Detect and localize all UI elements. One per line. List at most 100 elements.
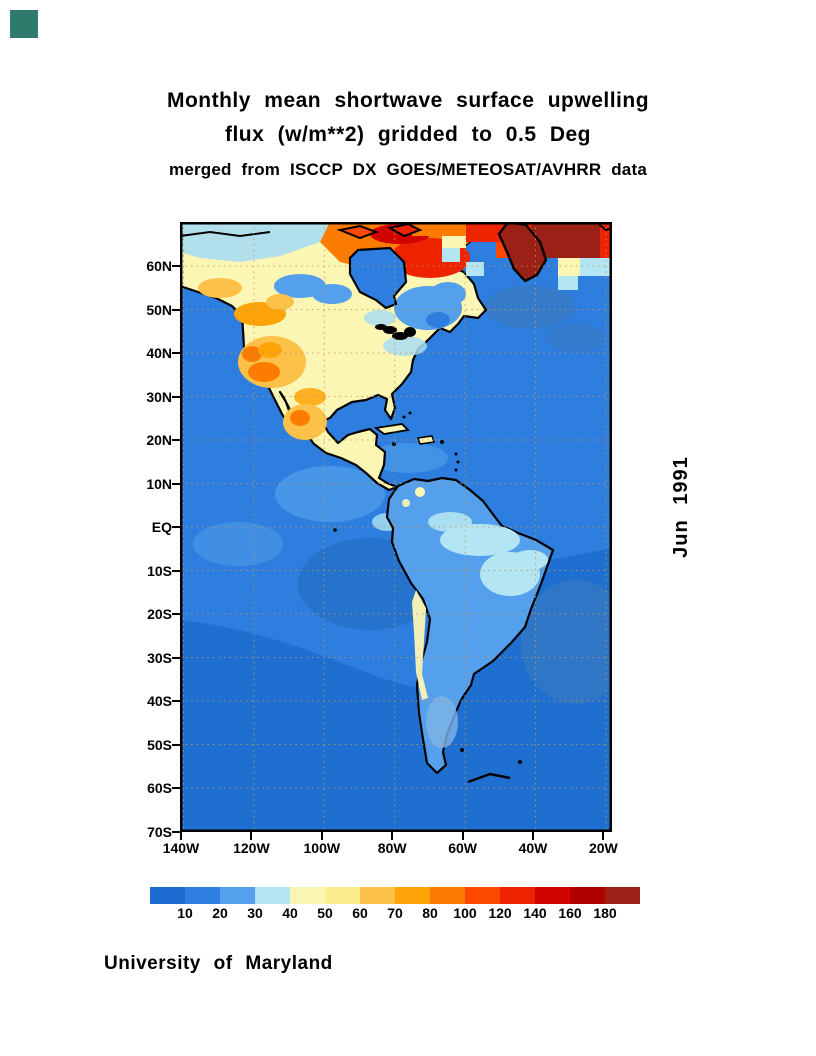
gridlines bbox=[180, 222, 612, 832]
amazon-cyan-1 bbox=[440, 524, 520, 556]
lat-tick-60S bbox=[172, 787, 180, 789]
colorbar-label-100: 100 bbox=[453, 905, 477, 921]
lat-tick-10S bbox=[172, 569, 180, 572]
lat-tick-50S bbox=[172, 743, 180, 746]
colorbar-label-80: 80 bbox=[422, 905, 438, 921]
colorbar-segment-7 bbox=[395, 887, 430, 904]
galapagos bbox=[333, 528, 337, 532]
colorbar-segment-1 bbox=[185, 887, 220, 904]
lat-tick-70S bbox=[172, 830, 180, 833]
hispaniola bbox=[417, 435, 435, 445]
lon-tick-80W bbox=[391, 832, 394, 840]
colorbar-label-70: 70 bbox=[387, 905, 403, 921]
colorbar-segment-0 bbox=[150, 887, 185, 904]
colorbar-segment-4 bbox=[290, 887, 325, 904]
colorbar-label-120: 120 bbox=[488, 905, 512, 921]
puerto-rico bbox=[440, 440, 444, 444]
alaska-north-coast bbox=[180, 230, 271, 238]
lat-label-10S: 10S bbox=[147, 562, 172, 579]
ocean-patch-tropic1 bbox=[275, 466, 385, 522]
colorbar-segment-11 bbox=[535, 887, 570, 904]
lat-label-EQ: EQ bbox=[151, 519, 172, 535]
lon-label-120W: 120W bbox=[233, 840, 270, 856]
greenland-landmass bbox=[497, 222, 548, 283]
map-plot bbox=[180, 222, 612, 832]
great-lake-2 bbox=[392, 332, 408, 340]
lon-label-100W: 100W bbox=[303, 840, 341, 856]
lat-label-30N: 30N bbox=[146, 388, 172, 405]
figure-subtitle: merged from ISCCP DX GOES/METEOSAT/AVHRR… bbox=[169, 160, 647, 179]
colorbar-label-140: 140 bbox=[523, 905, 547, 921]
great-lake-3 bbox=[404, 327, 416, 337]
great-basin-orange bbox=[242, 346, 262, 362]
colorbar-segment-10 bbox=[500, 887, 535, 904]
alaska-orange-patch bbox=[198, 278, 242, 298]
lon-tick-20W bbox=[602, 832, 605, 840]
antilles-1 bbox=[454, 452, 458, 456]
falklands bbox=[460, 748, 464, 752]
arctic-cell-1 bbox=[412, 222, 466, 236]
lat-tick-30N bbox=[172, 395, 180, 398]
colorbar-segment-5 bbox=[325, 887, 360, 904]
lat-label-40N: 40N bbox=[146, 345, 172, 361]
colorbar-label-60: 60 bbox=[352, 905, 368, 921]
southwest-orange-core bbox=[248, 362, 280, 382]
quebec-south-blue bbox=[426, 312, 450, 328]
colombia-cream bbox=[402, 499, 410, 507]
colorbar-label-10: 10 bbox=[177, 905, 193, 921]
lat-label-60N: 60N bbox=[146, 258, 172, 274]
south-georgia bbox=[518, 760, 522, 764]
lat-tick-20S bbox=[172, 613, 180, 615]
antarctic-peninsula-coast bbox=[467, 772, 511, 784]
lat-tick-40N bbox=[172, 352, 180, 354]
colorbar-segment-9 bbox=[465, 887, 500, 904]
lat-label-20S: 20S bbox=[147, 606, 172, 622]
greenland-cell-block bbox=[532, 222, 612, 258]
mexico-orange-core bbox=[290, 410, 310, 426]
lat-label-50N: 50N bbox=[146, 301, 172, 318]
patagonia-light bbox=[426, 696, 458, 748]
colorbar-label-50: 50 bbox=[317, 905, 333, 921]
south-america-landmass bbox=[385, 476, 555, 775]
colorbar-segment-13 bbox=[605, 887, 640, 904]
cuba bbox=[373, 423, 410, 435]
lat-tick-20N bbox=[172, 439, 180, 441]
bahamas-2 bbox=[408, 411, 412, 415]
texas-nm-amber bbox=[294, 388, 326, 406]
lon-label-140W: 140W bbox=[162, 840, 200, 856]
lon-label-80W: 80W bbox=[377, 840, 407, 856]
lat-tick-EQ bbox=[172, 526, 180, 528]
antilles-2 bbox=[456, 460, 460, 464]
lat-label-50S: 50S bbox=[147, 736, 172, 753]
lat-label-60S: 60S bbox=[147, 780, 172, 796]
arctic-lightblue-cell-1 bbox=[580, 258, 612, 276]
ontario-lightblue bbox=[364, 310, 396, 326]
arctic-lightblue-cell-2 bbox=[442, 248, 460, 262]
lat-label-30S: 30S bbox=[147, 649, 172, 666]
arctic-lightblue-cell-4 bbox=[558, 276, 578, 290]
ocean-patch-caribbean bbox=[368, 443, 448, 473]
lat-label-20N: 20N bbox=[146, 432, 172, 448]
map-frame bbox=[180, 222, 612, 832]
antilles-3 bbox=[454, 468, 458, 472]
colorbar-segment-12 bbox=[570, 887, 605, 904]
lat-label-70S: 70S bbox=[147, 823, 172, 840]
hudson-bay bbox=[348, 246, 408, 310]
jamaica bbox=[392, 442, 396, 446]
lat-tick-30S bbox=[172, 656, 180, 659]
credit-label: University of Maryland bbox=[104, 953, 333, 974]
colorbar-segment-3 bbox=[255, 887, 290, 904]
alberta-amber-patch bbox=[266, 294, 294, 310]
corner-marker bbox=[10, 10, 38, 38]
colorbar-segment-2 bbox=[220, 887, 255, 904]
utah-orange bbox=[258, 342, 282, 358]
ocean-patch-s-atlantic bbox=[521, 580, 612, 704]
ocean-patch-n-atlantic2 bbox=[546, 324, 606, 352]
northeast-us-lightblue bbox=[383, 336, 427, 356]
central-canada-blue-patch bbox=[312, 284, 352, 304]
arctic-cream-cell-2 bbox=[558, 258, 580, 276]
lon-tick-120W bbox=[250, 832, 253, 840]
ocean-patch-n-atlantic1 bbox=[485, 285, 575, 329]
north-america-landmass bbox=[180, 222, 488, 492]
lon-tick-100W bbox=[320, 832, 323, 840]
